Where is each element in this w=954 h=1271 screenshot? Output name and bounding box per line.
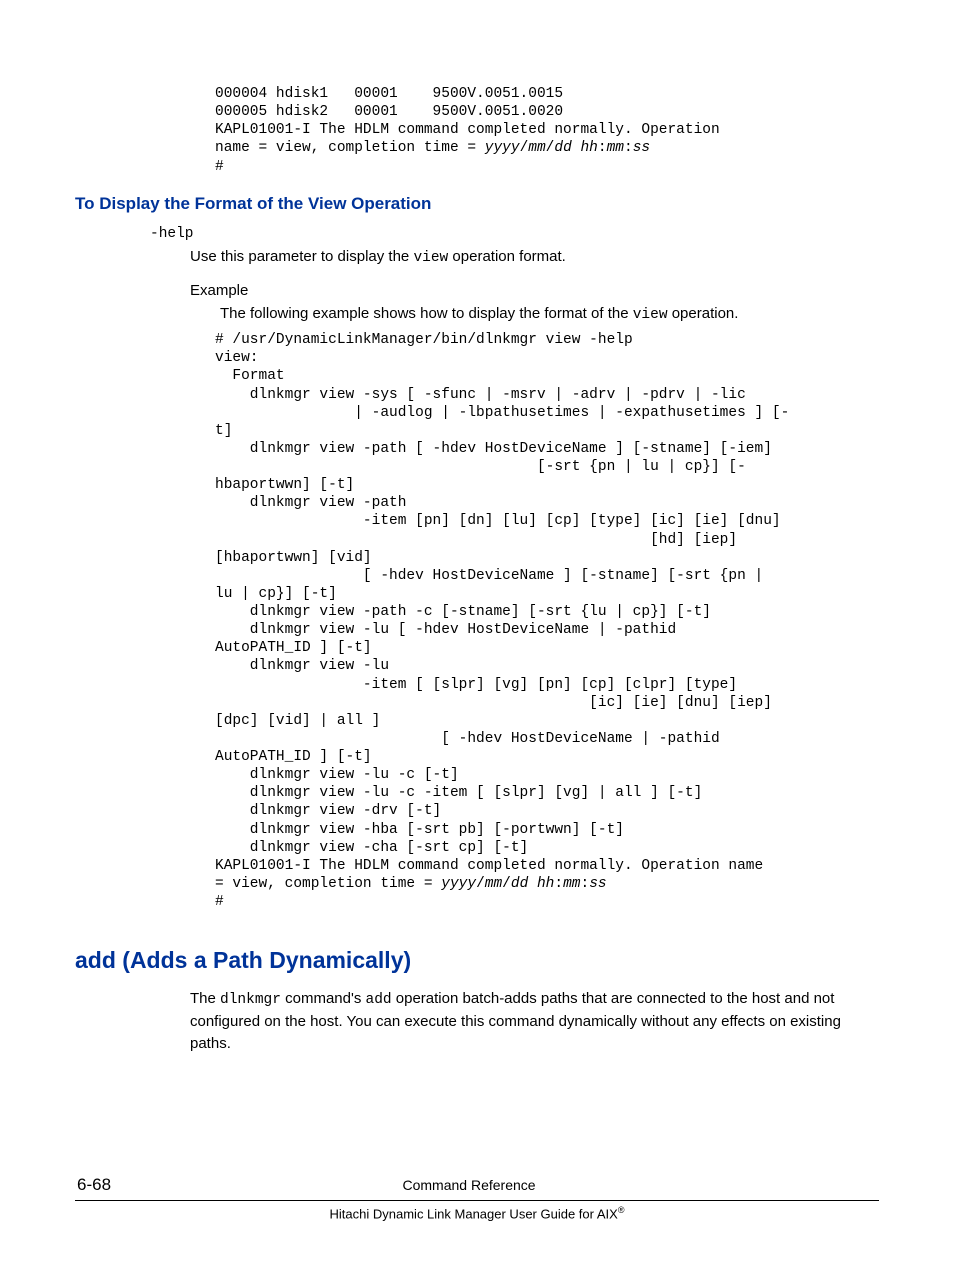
code-text: : xyxy=(624,140,633,156)
code-line: | -audlog | -lbpathusetimes | -expathuse… xyxy=(215,405,789,421)
code-italic: mm xyxy=(607,140,624,156)
code-line: hbaportwwn] [-t] xyxy=(215,477,354,493)
code-italic: ss xyxy=(633,140,650,156)
code-text: : xyxy=(581,876,590,892)
text: command's xyxy=(281,990,366,1007)
page-content: 000004 hdisk1 00001 9500V.0051.0015 0000… xyxy=(0,0,954,1271)
heading-display-format: To Display the Format of the View Operat… xyxy=(75,194,879,214)
code-line: dlnkmgr view -lu xyxy=(215,658,389,674)
mono-text: view xyxy=(413,250,448,266)
code-line: Format xyxy=(215,368,285,384)
code-block-help-output: # /usr/DynamicLinkManager/bin/dlnkmgr vi… xyxy=(215,331,879,911)
code-line: dlnkmgr view -lu -c [-t] xyxy=(215,767,459,783)
code-line: dlnkmgr view -hba [-srt pb] [-portwwn] [… xyxy=(215,822,624,838)
mono-text: dlnkmgr xyxy=(220,992,281,1008)
text: operation format. xyxy=(448,248,566,265)
code-line: # xyxy=(215,159,224,175)
code-block-output-1: 000004 hdisk1 00001 9500V.0051.0015 0000… xyxy=(215,85,879,176)
code-line: t] xyxy=(215,423,232,439)
code-line: AutoPATH_ID ] [-t] xyxy=(215,749,372,765)
footer-doc-title: Hitachi Dynamic Link Manager User Guide … xyxy=(75,1205,879,1221)
footer-section-title: Command Reference xyxy=(111,1177,827,1193)
code-line: # xyxy=(215,894,224,910)
code-italic: mm xyxy=(528,140,545,156)
code-line: [ -hdev HostDeviceName | -pathid xyxy=(215,731,720,747)
code-line: 000004 hdisk1 00001 9500V.0051.0015 xyxy=(215,86,563,102)
footer-top-row: 6-68 Command Reference xyxy=(75,1175,879,1198)
code-line: [ -hdev HostDeviceName ] [-stname] [-srt… xyxy=(215,568,763,584)
code-line: [ic] [ie] [dnu] [iep] xyxy=(215,695,772,711)
code-line: dlnkmgr view -cha [-srt cp] [-t] xyxy=(215,840,528,856)
footer-divider xyxy=(75,1200,879,1201)
page-footer: 6-68 Command Reference Hitachi Dynamic L… xyxy=(75,1175,879,1221)
text: The xyxy=(190,990,220,1007)
code-line: name = view, completion time = xyxy=(215,140,485,156)
code-italic: mm xyxy=(485,876,502,892)
code-line: [hbaportwwn] [vid] xyxy=(215,550,372,566)
heading-add-path: add (Adds a Path Dynamically) xyxy=(75,947,879,974)
example-description: The following example shows how to displ… xyxy=(220,303,859,325)
code-line: = view, completion time = xyxy=(215,876,441,892)
code-line: dlnkmgr view -drv [-t] xyxy=(215,803,441,819)
code-italic: ss xyxy=(589,876,606,892)
parameter-name: -help xyxy=(150,226,879,242)
code-text: / xyxy=(520,140,529,156)
text: Hitachi Dynamic Link Manager User Guide … xyxy=(330,1206,618,1221)
code-line: dlnkmgr view -path xyxy=(215,495,406,511)
code-italic: dd hh xyxy=(511,876,555,892)
code-line: KAPL01001-I The HDLM command completed n… xyxy=(215,122,720,138)
code-text: : xyxy=(598,140,607,156)
code-line: [-srt {pn | lu | cp}] [- xyxy=(215,459,746,475)
parameter-description: Use this parameter to display the view o… xyxy=(190,246,859,268)
registered-symbol: ® xyxy=(618,1205,625,1215)
section-body: The dlnkmgr command's add operation batc… xyxy=(190,988,849,1055)
code-line: lu | cp}] [-t] xyxy=(215,586,337,602)
text: The following example shows how to displ… xyxy=(220,305,633,322)
code-italic: yyyy xyxy=(485,140,520,156)
example-label: Example xyxy=(190,282,879,299)
mono-text: add xyxy=(366,992,392,1008)
code-line: [hd] [iep] xyxy=(215,532,737,548)
code-line: dlnkmgr view -lu [ -hdev HostDeviceName … xyxy=(215,622,676,638)
mono-text: view xyxy=(633,307,668,323)
text: operation. xyxy=(668,305,739,322)
code-line: -item [pn] [dn] [lu] [cp] [type] [ic] [i… xyxy=(215,513,781,529)
code-italic: dd hh xyxy=(554,140,598,156)
code-text: / xyxy=(502,876,511,892)
page-number: 6-68 xyxy=(77,1175,111,1195)
code-line: AutoPATH_ID ] [-t] xyxy=(215,640,372,656)
code-line: 000005 hdisk2 00001 9500V.0051.0020 xyxy=(215,104,563,120)
code-text: / xyxy=(476,876,485,892)
code-italic: yyyy xyxy=(441,876,476,892)
code-text: : xyxy=(554,876,563,892)
text: Use this parameter to display the xyxy=(190,248,413,265)
code-line: dlnkmgr view -path -c [-stname] [-srt {l… xyxy=(215,604,711,620)
code-italic: mm xyxy=(563,876,580,892)
code-line: -item [ [slpr] [vg] [pn] [cp] [clpr] [ty… xyxy=(215,677,737,693)
code-line: # /usr/DynamicLinkManager/bin/dlnkmgr vi… xyxy=(215,332,633,348)
code-line: [dpc] [vid] | all ] xyxy=(215,713,380,729)
code-line: dlnkmgr view -path [ -hdev HostDeviceNam… xyxy=(215,441,772,457)
code-line: KAPL01001-I The HDLM command completed n… xyxy=(215,858,763,874)
code-line: dlnkmgr view -lu -c -item [ [slpr] [vg] … xyxy=(215,785,702,801)
code-line: dlnkmgr view -sys [ -sfunc | -msrv | -ad… xyxy=(215,387,746,403)
code-line: view: xyxy=(215,350,259,366)
